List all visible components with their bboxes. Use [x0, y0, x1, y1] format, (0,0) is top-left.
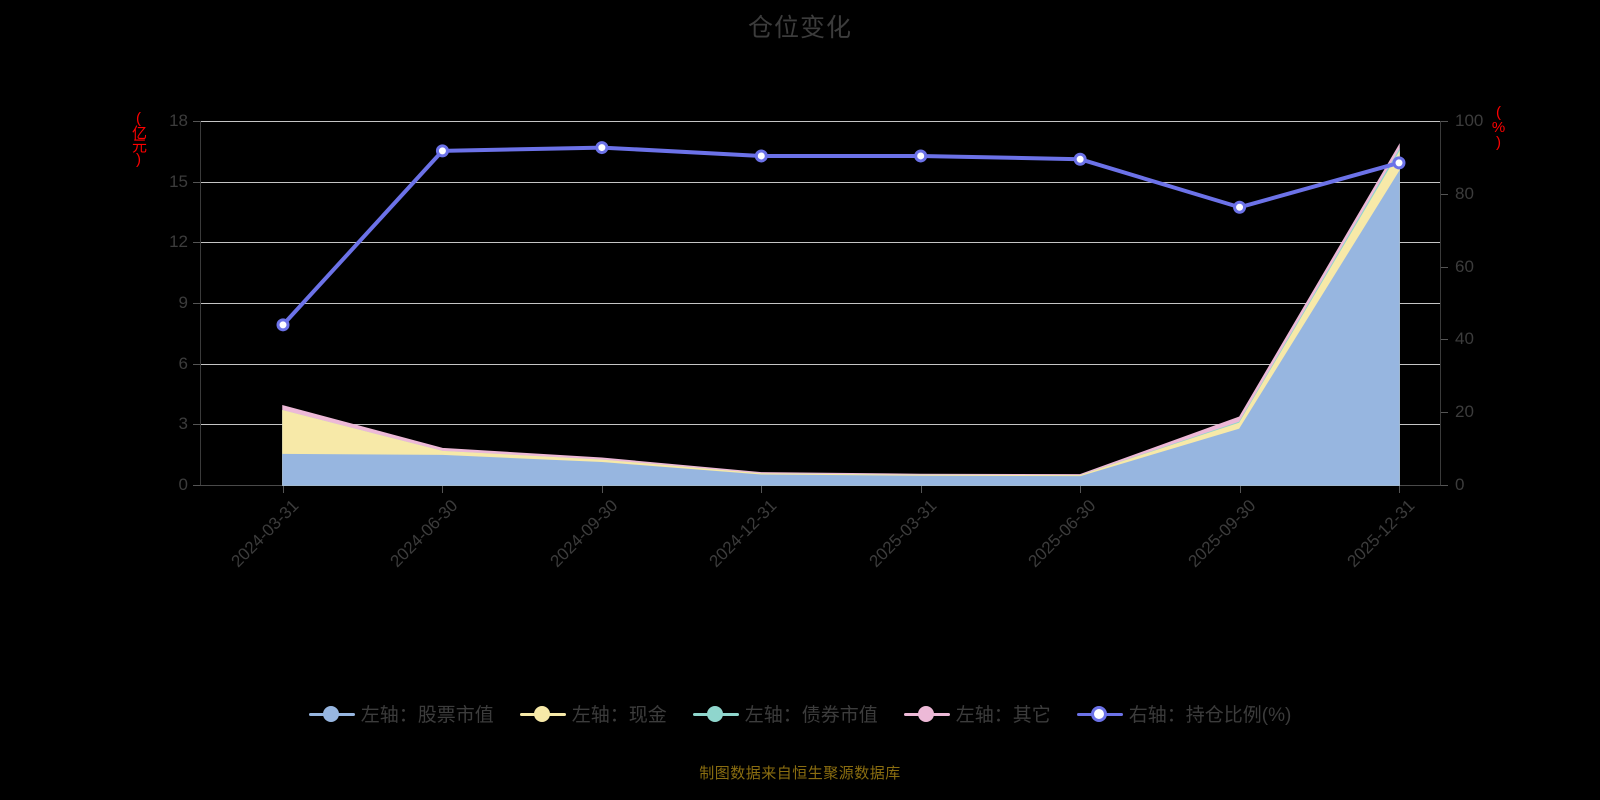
- legend-item[interactable]: 左轴：股票市值: [308, 700, 494, 727]
- y-tick-mark-right: [1441, 266, 1448, 268]
- y-tick-mark-left: [193, 485, 200, 486]
- legend-item-label: 左轴：股票市值: [360, 705, 494, 726]
- legend-item-label: 右轴：持仓比例(%): [1128, 705, 1292, 726]
- legend-marker-icon: [692, 705, 739, 723]
- left-axis-unit: (亿元): [130, 110, 147, 166]
- area-series: [282, 169, 1400, 486]
- axis-left-line: [200, 121, 201, 486]
- y-tick-mark-left: [193, 242, 200, 244]
- legend-item[interactable]: 右轴：持仓比例(%): [1076, 700, 1292, 727]
- y-axis-tick-label-left: 12: [169, 232, 188, 252]
- gridline: [200, 363, 1440, 365]
- gridline: [200, 181, 1440, 183]
- gridline: [200, 242, 1440, 244]
- gridline: [200, 424, 1440, 426]
- data-point-marker: [914, 149, 928, 163]
- data-point-marker: [276, 318, 290, 332]
- footer-note: 制图数据来自恒生聚源数据库: [699, 765, 901, 782]
- data-point-marker: [1073, 152, 1087, 166]
- legend-item-label: 左轴：债券市值: [744, 705, 878, 726]
- data-point-marker: [754, 149, 768, 163]
- y-axis-tick-label-left: 9: [178, 293, 188, 312]
- y-tick-mark-left: [193, 424, 200, 426]
- y-axis-tick-label-right: 40: [1455, 329, 1474, 349]
- legend-item-label: 左轴：现金: [571, 705, 667, 726]
- y-axis-tick-label-right: 80: [1455, 183, 1474, 203]
- y-tick-mark-left: [193, 181, 200, 183]
- y-axis-tick-label-left: 18: [169, 111, 188, 130]
- y-axis-tick-label-right: 100: [1455, 111, 1484, 130]
- x-tick-mark: [283, 486, 284, 493]
- data-point-marker: [435, 144, 449, 158]
- x-tick-mark: [1080, 486, 1082, 493]
- y-tick-mark-right: [1441, 339, 1448, 341]
- y-tick-mark-right: [1441, 412, 1448, 414]
- y-axis-tick-label-right: 60: [1455, 256, 1474, 276]
- y-axis-tick-label-left: 0: [178, 475, 188, 494]
- y-tick-mark-right: [1441, 121, 1448, 122]
- legend-dot: [533, 705, 550, 722]
- gridline: [200, 121, 1440, 122]
- y-axis-tick-label-right: 0: [1455, 475, 1465, 494]
- legend-item-label: 左轴：其它: [955, 705, 1051, 726]
- data-point-marker: [1233, 200, 1247, 214]
- ratio-line-series: [281, 145, 1401, 327]
- legend-dot: [917, 705, 934, 722]
- x-tick-mark: [442, 486, 444, 493]
- legend-marker-icon: [519, 705, 566, 723]
- y-tick-mark-left: [193, 303, 200, 304]
- axis-right-line: [1440, 121, 1441, 486]
- x-tick-mark: [920, 486, 922, 493]
- data-point-marker: [1392, 156, 1406, 170]
- data-point-marker: [595, 141, 609, 155]
- x-tick-mark: [1399, 486, 1400, 493]
- legend-item[interactable]: 左轴：现金: [519, 700, 667, 727]
- legend-marker-icon: [308, 705, 355, 723]
- y-axis-tick-label-right: 20: [1455, 402, 1474, 422]
- page-title: 仓位变化: [747, 14, 852, 42]
- legend-dot: [1090, 705, 1107, 722]
- legend-marker-icon: [1076, 705, 1123, 723]
- y-axis-tick-label-left: 3: [178, 414, 188, 434]
- legend-dot: [706, 705, 723, 722]
- y-tick-mark-left: [193, 363, 200, 365]
- x-tick-mark: [761, 486, 763, 493]
- right-axis-unit: (%): [1490, 104, 1507, 149]
- y-axis-tick-label-left: 6: [178, 353, 188, 373]
- legend-dot: [322, 705, 339, 722]
- gridline: [200, 303, 1440, 304]
- y-tick-mark-right: [1441, 193, 1448, 195]
- y-axis-tick-label-left: 15: [169, 171, 188, 191]
- legend-marker-icon: [903, 705, 950, 723]
- y-tick-mark-left: [193, 121, 200, 122]
- x-tick-mark: [601, 486, 603, 493]
- x-tick-mark: [1239, 486, 1241, 493]
- legend-item[interactable]: 左轴：其它: [903, 700, 1051, 727]
- y-tick-mark-right: [1441, 485, 1448, 486]
- legend-item[interactable]: 左轴：债券市值: [692, 700, 878, 727]
- chart-legend: 左轴：股票市值 左轴：现金 左轴：债券市值 左轴：其它 右轴：持仓比例(%): [0, 700, 1600, 727]
